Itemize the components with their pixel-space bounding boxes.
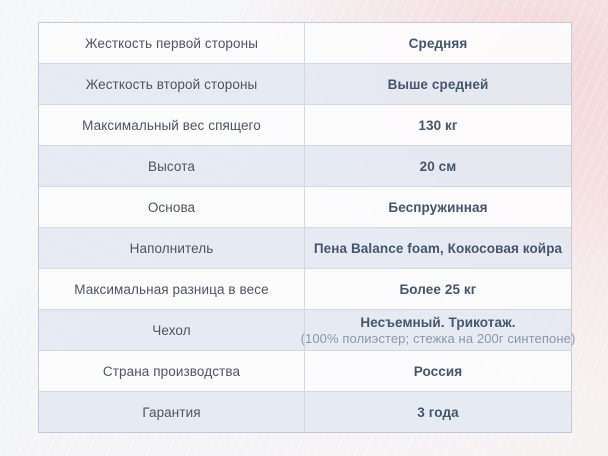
- spec-label: Жесткость второй стороны: [85, 76, 258, 92]
- product-spec-table: Жесткость первой стороны Средняя Жесткос…: [38, 22, 576, 433]
- spec-label-cell: Максимальная разница в весе: [39, 269, 305, 309]
- table-row: Максимальный вес спящего 130 кг: [39, 104, 571, 145]
- spec-label: Гарантия: [142, 404, 201, 420]
- spec-label: Основа: [147, 199, 196, 215]
- spec-value-cell: Более 25 кг: [305, 269, 571, 309]
- spec-label-cell: Страна производства: [39, 351, 305, 391]
- spec-label-cell: Максимальный вес спящего: [39, 105, 305, 145]
- spec-value-cell: 3 года: [305, 392, 571, 432]
- spec-label: Страна производства: [102, 363, 241, 379]
- spec-value-cell: Россия: [305, 351, 571, 391]
- spec-label: Максимальный вес спящего: [82, 117, 261, 133]
- spec-value: Выше средней: [387, 76, 489, 92]
- spec-label-cell: Высота: [39, 146, 305, 186]
- spec-value-detail: (100% полиэстер; стежка на 200г синтепон…: [300, 330, 576, 346]
- spec-value: 20 см: [419, 158, 457, 174]
- spec-value-cell: Пена Balance foam, Кокосовая койра: [305, 228, 571, 268]
- spec-value: 130 кг: [418, 117, 458, 133]
- table-row: Жесткость второй стороны Выше средней: [39, 63, 571, 104]
- spec-label-cell: Чехол: [39, 310, 305, 350]
- spec-label-cell: Наполнитель: [39, 228, 305, 268]
- spec-label: Жесткость первой стороны: [84, 35, 259, 51]
- spec-value: Средняя: [408, 35, 468, 51]
- spec-value: Пена Balance foam, Кокосовая койра: [313, 240, 563, 256]
- table-row: Чехол Несъемный. Трикотаж. (100% полиэст…: [39, 309, 576, 350]
- table-row: Страна производства Россия: [39, 350, 571, 391]
- table-row: Основа Беспружинная: [39, 186, 571, 227]
- spec-label: Наполнитель: [129, 240, 214, 256]
- table-row: Высота 20 см: [39, 145, 571, 186]
- spec-label-cell: Основа: [39, 187, 305, 227]
- spec-value-cell: Средняя: [305, 23, 571, 63]
- spec-label-cell: Гарантия: [39, 392, 305, 432]
- spec-value: 3 года: [417, 404, 459, 420]
- spec-value: Несъемный. Трикотаж.: [360, 314, 516, 330]
- spec-label: Максимальная разница в весе: [74, 281, 269, 297]
- spec-value: Россия: [413, 363, 463, 379]
- spec-label: Чехол: [152, 322, 191, 338]
- spec-value: Беспружинная: [388, 199, 488, 215]
- table-row: Жесткость первой стороны Средняя: [39, 23, 571, 63]
- spec-value-cell: Беспружинная: [305, 187, 571, 227]
- spec-value-cell: Несъемный. Трикотаж. (100% полиэстер; ст…: [301, 310, 576, 350]
- table-row: Гарантия 3 года: [39, 391, 571, 432]
- spec-value-cell: Выше средней: [305, 64, 571, 104]
- spec-label-cell: Жесткость второй стороны: [39, 64, 305, 104]
- table-row: Максимальная разница в весе Более 25 кг: [39, 268, 571, 309]
- spec-value: Более 25 кг: [399, 281, 477, 297]
- spec-value-cell: 130 кг: [305, 105, 571, 145]
- table-row: Наполнитель Пена Balance foam, Кокосовая…: [39, 227, 571, 268]
- spec-label: Высота: [148, 158, 195, 174]
- spec-label-cell: Жесткость первой стороны: [39, 23, 305, 63]
- spec-value-cell: 20 см: [305, 146, 571, 186]
